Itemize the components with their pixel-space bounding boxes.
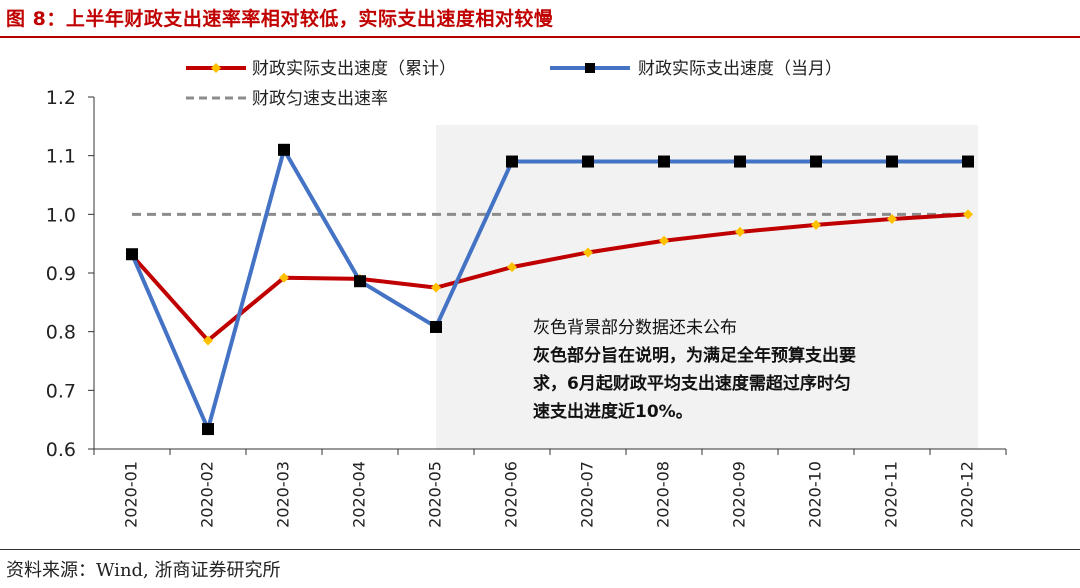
point-monthly [202, 423, 214, 436]
x-tick-label: 2020-02 [198, 461, 217, 528]
point-cumulative [811, 219, 821, 230]
series-line-1 [130, 147, 968, 432]
y-tick-label: 0.6 [46, 439, 76, 461]
y-tick-label: 1.1 [46, 146, 76, 168]
legend-label-uniform: 财政匀速支出速率 [252, 89, 388, 109]
legend-marker-monthly [585, 63, 595, 73]
point-monthly [886, 155, 898, 168]
point-monthly [354, 275, 366, 288]
x-tick-label: 2020-06 [502, 461, 521, 528]
annotation-line-3: 求，6月起财政平均支出速度需超过序时匀 [533, 373, 851, 394]
figure-title: 图 8：上半年财政支出速率率相对较低，实际支出速度相对较慢 [6, 8, 554, 30]
x-tick-label: 2020-07 [578, 461, 597, 528]
y-tick-label: 0.7 [46, 380, 76, 402]
point-monthly [126, 248, 138, 261]
point-cumulative [659, 235, 669, 246]
x-tick-label: 2020-11 [882, 461, 901, 528]
y-tick-label: 0.8 [46, 322, 76, 344]
legend-label-cumulative: 财政实际支出速度（累计） [252, 59, 456, 79]
legend-marker-cumulative [211, 63, 221, 73]
x-tick-label: 2020-12 [958, 461, 977, 528]
annotation-line-2: 灰色部分旨在说明，为满足全年预算支出要 [533, 345, 856, 366]
x-tick-label: 2020-01 [122, 461, 141, 528]
point-monthly [430, 320, 442, 333]
series-line-0 [130, 212, 969, 343]
point-cumulative [431, 282, 441, 293]
y-tick-label: 1.0 [46, 204, 76, 226]
x-tick-label: 2020-05 [426, 461, 445, 528]
point-cumulative [963, 209, 973, 220]
point-cumulative [583, 247, 593, 258]
x-tick-label: 2020-09 [730, 461, 749, 528]
point-monthly [658, 155, 670, 168]
annotation-line-1: 灰色背景部分数据还未公布 [533, 318, 737, 338]
x-tick-label: 2020-08 [654, 461, 673, 528]
shaded-forecast-region [436, 125, 978, 449]
title-rule [0, 36, 1080, 38]
point-cumulative [203, 335, 213, 346]
y-tick-label: 1.2 [46, 87, 76, 109]
point-cumulative [887, 214, 897, 225]
legend-label-monthly: 财政实际支出速度（当月） [638, 59, 842, 79]
point-monthly [506, 155, 518, 168]
point-monthly [734, 155, 746, 168]
point-monthly [810, 155, 822, 168]
point-monthly [582, 155, 594, 168]
point-cumulative [279, 272, 289, 283]
x-tick-label: 2020-04 [350, 461, 369, 528]
point-monthly [278, 143, 290, 156]
point-cumulative [735, 226, 745, 237]
y-tick-label: 0.9 [46, 263, 76, 285]
annotation-line-4: 速支出进度近10%。 [533, 401, 693, 422]
x-tick-label: 2020-03 [274, 461, 293, 528]
point-monthly [962, 155, 974, 168]
point-cumulative [507, 262, 517, 273]
source-note: 资料来源：Wind, 浙商证券研究所 [6, 560, 281, 581]
source-rule [0, 549, 1080, 550]
x-tick-label: 2020-10 [806, 461, 825, 528]
